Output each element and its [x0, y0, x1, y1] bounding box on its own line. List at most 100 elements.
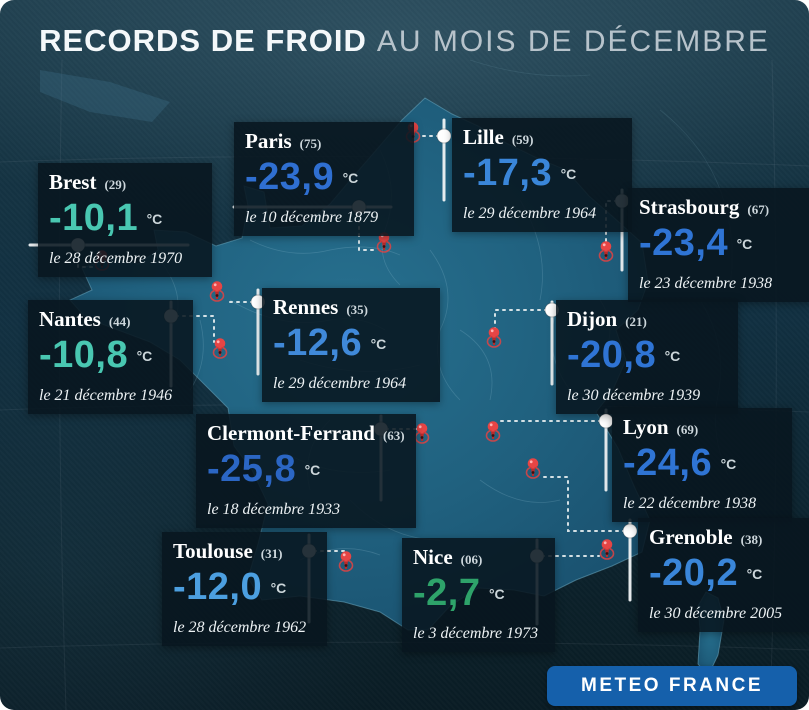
city-name-row: Nantes (44): [39, 307, 182, 334]
record-date: le 18 décembre 1933: [207, 501, 341, 518]
city-department-code: (63): [382, 428, 405, 443]
temperature-unit: °C: [146, 211, 163, 227]
record-date: le 22 décembre 1938: [623, 495, 757, 512]
city-temp-row: -12,0 °C: [173, 566, 316, 616]
city-department-code: (69): [676, 422, 699, 437]
city-name-row: Toulouse (31): [173, 539, 316, 566]
connector-dot-grenoble: [622, 523, 638, 539]
city-temp-row: -20,2 °C: [649, 552, 806, 602]
city-label-brest: Brest (29) -10,1 °C le 28 décembre 1970: [38, 163, 212, 277]
city-name-row: Lyon (69): [623, 415, 781, 442]
record-date: le 28 décembre 1962: [173, 619, 307, 636]
connector-dot-lille: [436, 128, 452, 144]
city-name: Lille: [463, 125, 504, 149]
record-date: le 30 décembre 1939: [567, 387, 701, 404]
page-title: RECORDS DE FROID AU MOIS DE DÉCEMBRE: [0, 22, 809, 59]
city-record-temperature: -23,9: [245, 156, 335, 198]
temperature-unit: °C: [560, 166, 577, 182]
city-department-code: (38): [740, 532, 763, 547]
record-date: le 23 décembre 1938: [639, 275, 773, 292]
city-temp-row: -17,3 °C: [463, 152, 621, 202]
city-label-nice: Nice (06) -2,7 °C le 3 décembre 1973: [402, 538, 555, 652]
city-department-code: (31): [260, 546, 283, 561]
title-light-part: AU MOIS DE DÉCEMBRE: [376, 25, 770, 58]
city-record-temperature: -12,0: [173, 566, 263, 608]
city-name-row: Clermont-Ferrand (63): [207, 421, 405, 448]
temperature-unit: °C: [488, 586, 505, 602]
city-temp-row: -25,8 °C: [207, 448, 405, 498]
city-label-paris: Paris (75) -23,9 °C le 10 décembre 1879: [234, 122, 414, 236]
city-name: Grenoble: [649, 525, 733, 549]
connector-dotted-grenoble: [541, 476, 626, 532]
temperature-unit: °C: [664, 348, 681, 364]
temperature-unit: °C: [342, 170, 359, 186]
city-name-row: Rennes (35): [273, 295, 429, 322]
record-date: le 21 décembre 1946: [39, 387, 173, 404]
meteo-france-logo[interactable]: METEO FRANCE: [547, 666, 797, 706]
city-temp-row: -23,9 °C: [245, 156, 403, 206]
city-name-row: Nice (06): [413, 545, 544, 572]
connector-dotted-dijon: [494, 309, 548, 333]
city-record-temperature: -12,6: [273, 322, 363, 364]
record-date: le 28 décembre 1970: [49, 250, 183, 267]
city-label-clermont-ferrand: Clermont-Ferrand (63) -25,8 °C le 18 déc…: [196, 414, 416, 528]
city-record-temperature: -2,7: [413, 572, 481, 614]
city-record-temperature: -20,2: [649, 552, 739, 594]
city-temp-row: -12,6 °C: [273, 322, 429, 372]
title-bold-part: RECORDS DE FROID: [39, 23, 367, 58]
city-temp-row: -24,6 °C: [623, 442, 781, 492]
city-name: Clermont-Ferrand: [207, 421, 375, 445]
city-label-dijon: Dijon (21) -20,8 °C le 30 décembre 1939: [556, 300, 738, 414]
city-name: Nice: [413, 545, 453, 569]
temperature-unit: °C: [304, 462, 321, 478]
city-record-temperature: -10,1: [49, 197, 139, 239]
city-name: Nantes: [39, 307, 101, 331]
city-department-code: (59): [511, 132, 534, 147]
city-name-row: Paris (75): [245, 129, 403, 156]
city-department-code: (67): [747, 202, 770, 217]
city-department-code: (29): [104, 177, 127, 192]
city-name-row: Dijon (21): [567, 307, 727, 334]
city-name: Strasbourg: [639, 195, 740, 219]
city-label-strasbourg: Strasbourg (67) -23,4 °C le 23 décembre …: [628, 188, 809, 302]
record-date: le 30 décembre 2005: [649, 605, 783, 622]
city-temp-row: -20,8 °C: [567, 334, 727, 384]
city-record-temperature: -23,4: [639, 222, 729, 264]
city-temp-row: -2,7 °C: [413, 572, 544, 622]
record-date: le 29 décembre 1964: [273, 375, 407, 392]
record-date: le 3 décembre 1973: [413, 625, 539, 642]
city-record-temperature: -10,8: [39, 334, 129, 376]
city-department-code: (06): [460, 552, 483, 567]
city-label-nantes: Nantes (44) -10,8 °C le 21 décembre 1946: [28, 300, 193, 414]
record-date: le 29 décembre 1964: [463, 205, 597, 222]
city-name-row: Grenoble (38): [649, 525, 806, 552]
city-record-temperature: -17,3: [463, 152, 553, 194]
city-label-rennes: Rennes (35) -12,6 °C le 29 décembre 1964: [262, 288, 440, 402]
city-record-temperature: -24,6: [623, 442, 713, 484]
temperature-unit: °C: [746, 566, 763, 582]
temperature-unit: °C: [736, 236, 753, 252]
record-date: le 10 décembre 1879: [245, 209, 379, 226]
city-label-lille: Lille (59) -17,3 °C le 29 décembre 1964: [452, 118, 632, 232]
temperature-unit: °C: [136, 348, 153, 364]
england-landmass: [40, 70, 170, 122]
connector-dotted-nantes: [175, 315, 215, 343]
city-record-temperature: -20,8: [567, 334, 657, 376]
temperature-unit: °C: [370, 336, 387, 352]
city-temp-row: -10,8 °C: [39, 334, 182, 384]
city-name-row: Brest (29): [49, 170, 201, 197]
city-name: Toulouse: [173, 539, 253, 563]
city-label-grenoble: Grenoble (38) -20,2 °C le 30 décembre 20…: [638, 518, 809, 632]
city-department-code: (44): [108, 314, 131, 329]
city-department-code: (35): [346, 302, 369, 317]
city-name: Lyon: [623, 415, 669, 439]
city-department-code: (21): [625, 314, 647, 329]
city-record-temperature: -25,8: [207, 448, 297, 490]
city-name: Brest: [49, 170, 97, 194]
city-department-code: (75): [299, 136, 322, 151]
temperature-unit: °C: [270, 580, 287, 596]
city-name-row: Strasbourg (67): [639, 195, 802, 222]
city-name-row: Lille (59): [463, 125, 621, 152]
